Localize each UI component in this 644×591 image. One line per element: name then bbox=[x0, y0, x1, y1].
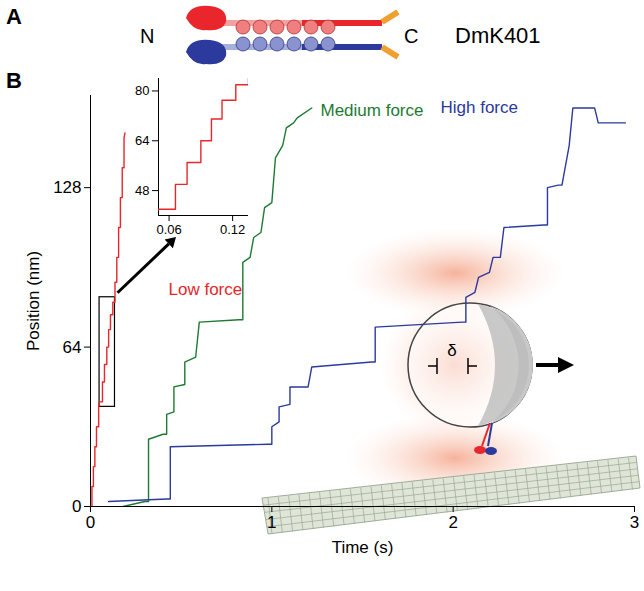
svg-text:Medium force: Medium force bbox=[321, 101, 424, 120]
svg-text:64: 64 bbox=[135, 133, 149, 148]
svg-text:A: A bbox=[6, 4, 22, 29]
svg-text:0.06: 0.06 bbox=[156, 222, 181, 237]
svg-text:64: 64 bbox=[63, 338, 82, 357]
svg-text:High force: High force bbox=[441, 98, 518, 117]
svg-text:0: 0 bbox=[72, 497, 81, 516]
svg-text:DmK401: DmK401 bbox=[455, 23, 541, 48]
svg-text:128: 128 bbox=[53, 178, 81, 197]
svg-text:1: 1 bbox=[267, 513, 276, 532]
svg-text:C: C bbox=[404, 25, 418, 47]
svg-text:Position (nm): Position (nm) bbox=[24, 251, 43, 351]
svg-text:3: 3 bbox=[630, 513, 639, 532]
svg-text:δ: δ bbox=[447, 341, 456, 360]
svg-text:0: 0 bbox=[86, 513, 95, 532]
html-text:B: B bbox=[6, 68, 22, 93]
svg-text:2: 2 bbox=[448, 513, 457, 532]
svg-text:Low force: Low force bbox=[169, 280, 243, 299]
svg-text:Time (s): Time (s) bbox=[332, 538, 394, 557]
svg-text:80: 80 bbox=[135, 83, 149, 98]
svg-text:0.12: 0.12 bbox=[220, 222, 245, 237]
svg-text:48: 48 bbox=[135, 183, 149, 198]
svg-text:N: N bbox=[140, 25, 154, 47]
